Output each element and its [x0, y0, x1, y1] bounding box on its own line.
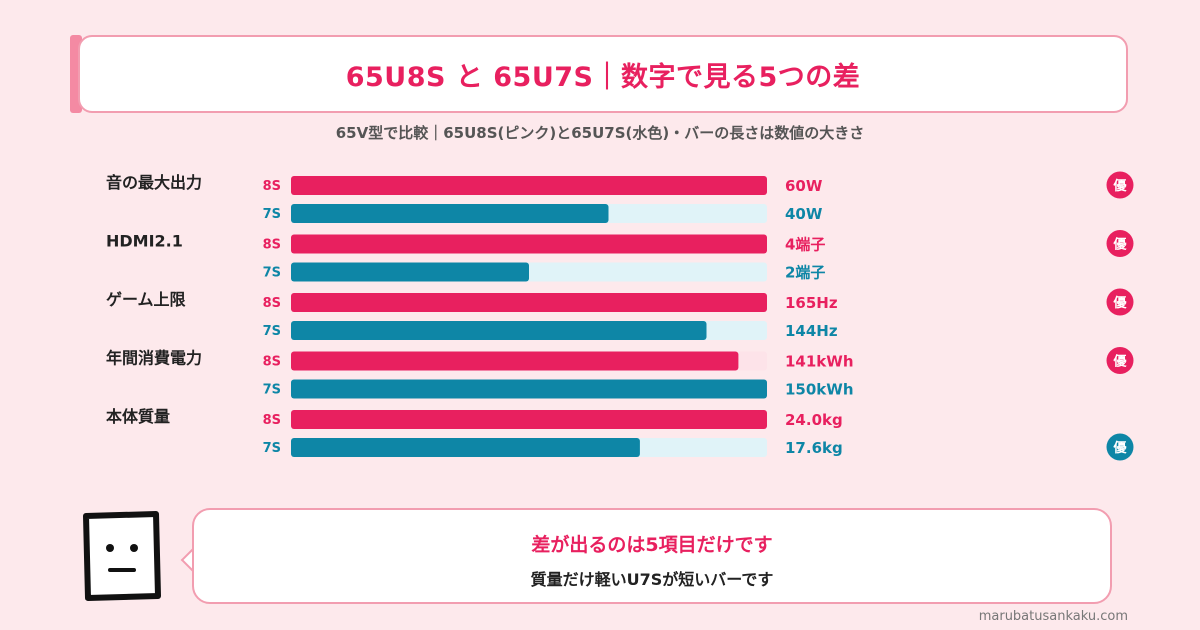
best-badge-icon: [1106, 433, 1134, 461]
series-label: 7S: [263, 383, 281, 398]
best-badge-icon: [1106, 171, 1134, 199]
summary-note: 差が出るのは5項目だけです 質量だけ軽いU7Sが短いバーです: [192, 508, 1112, 604]
value-label: 141kWh: [785, 353, 854, 371]
bar: [291, 351, 739, 371]
note-headline: 差が出るのは5項目だけです: [531, 534, 773, 556]
series-label: 8S: [263, 179, 281, 194]
bar: [291, 293, 767, 312]
best-badge-label: 優: [1112, 440, 1127, 456]
square-face-mascot-icon: [83, 511, 161, 601]
series-label: 7S: [263, 207, 281, 222]
value-label: 17.6kg: [785, 439, 843, 457]
value-label: 60W: [785, 177, 823, 195]
category-label: 音の最大出力: [106, 173, 202, 192]
value-label: 150kWh: [785, 381, 854, 399]
bar: [291, 262, 529, 282]
bar: [291, 176, 767, 195]
bar: [291, 234, 767, 254]
category-label: 年間消費電力: [106, 349, 202, 368]
note-detail: 質量だけ軽いU7Sが短いバーです: [530, 570, 774, 589]
value-label: 2端子: [785, 264, 825, 282]
value-label: 144Hz: [785, 322, 838, 340]
best-badge-label: 優: [1112, 237, 1127, 253]
best-badge-icon: [1106, 288, 1134, 316]
value-label: 24.0kg: [785, 411, 843, 429]
category-label: HDMI2.1: [106, 232, 183, 251]
category-label: ゲーム上限: [106, 290, 187, 309]
title-box: 65U8S と 65U7S｜数字で見る5つの差: [78, 35, 1128, 113]
bar: [291, 438, 640, 457]
series-label: 8S: [263, 296, 281, 311]
value-label: 4端子: [785, 236, 825, 254]
bar: [291, 410, 767, 429]
bar: [291, 379, 767, 399]
series-label: 7S: [263, 324, 281, 339]
series-label: 7S: [263, 441, 281, 456]
series-label: 8S: [263, 413, 281, 428]
page-title: 65U8S と 65U7S｜数字で見る5つの差: [345, 61, 861, 93]
bar: [291, 204, 609, 223]
best-badge-label: 優: [1112, 178, 1127, 194]
category-label: 本体質量: [106, 407, 170, 426]
page-subtitle: 65V型で比較｜65U8S(ピンク)と65U7S(水色)・バーの長さは数値の大き…: [335, 124, 865, 142]
value-label: 40W: [785, 205, 823, 223]
best-badge-label: 優: [1112, 354, 1127, 370]
series-label: 8S: [263, 355, 281, 370]
site-url: marubatusankaku.com: [978, 609, 1128, 624]
best-badge-icon: [1106, 230, 1134, 257]
best-badge-icon: [1106, 347, 1134, 374]
best-badge-label: 優: [1112, 295, 1127, 311]
value-label: 165Hz: [785, 294, 838, 312]
series-label: 7S: [263, 266, 281, 281]
series-label: 8S: [263, 238, 281, 253]
bar: [291, 321, 707, 340]
